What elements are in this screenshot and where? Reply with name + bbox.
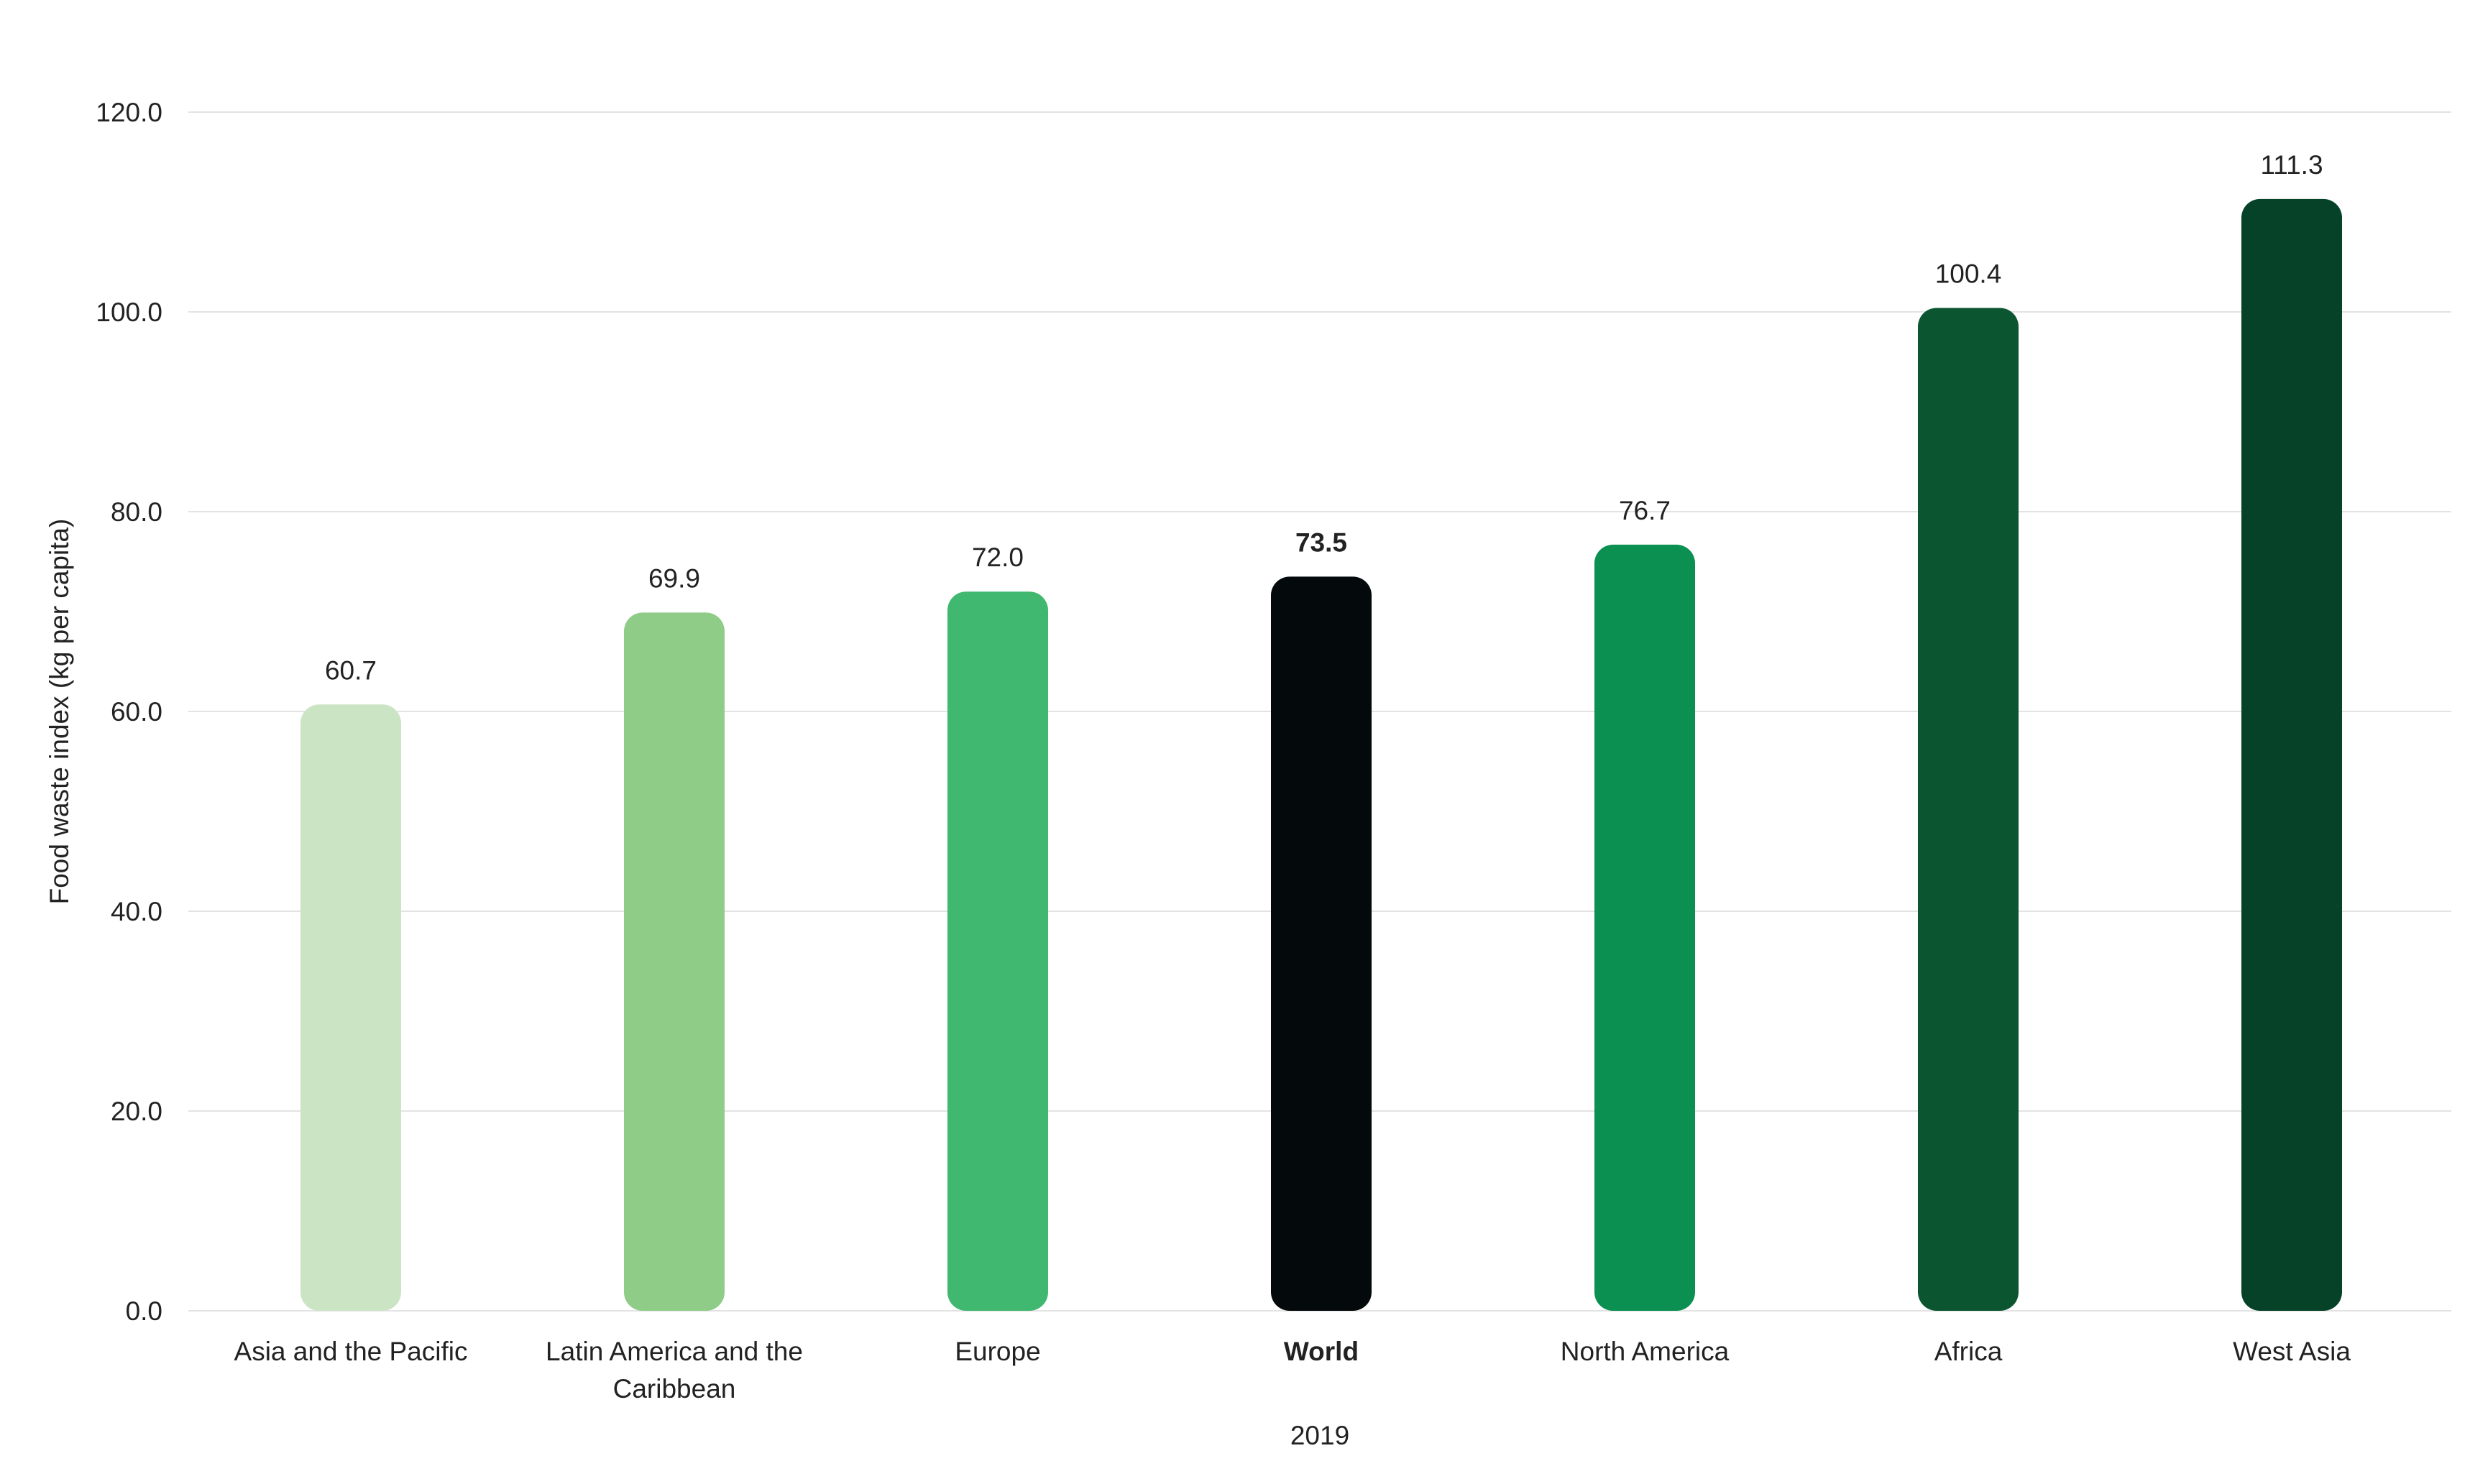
x-category-label: World (1284, 1337, 1359, 1366)
x-category-label: North America (1561, 1337, 1730, 1366)
x-category-label: Asia and the Pacific (234, 1337, 468, 1366)
x-category-label-line: World (1284, 1337, 1359, 1366)
bar (1271, 576, 1372, 1311)
y-tick-label: 100.0 (96, 298, 162, 327)
y-tick-label: 80.0 (111, 497, 162, 527)
y-tick-label: 120.0 (96, 98, 162, 127)
data-label: 111.3 (2260, 150, 2323, 180)
bar (1918, 308, 2019, 1312)
bar (300, 704, 401, 1311)
bar (947, 591, 1048, 1311)
x-category-label-line: Latin America and the (546, 1337, 803, 1366)
bar (1594, 544, 1695, 1311)
x-category-label: West Asia (2233, 1337, 2351, 1366)
data-label: 73.5 (1295, 527, 1347, 557)
bar (624, 612, 725, 1311)
data-label: 100.4 (1935, 259, 2002, 288)
x-axis-title: 2019 (1290, 1421, 1349, 1450)
x-category-label-line: Africa (1934, 1337, 2003, 1366)
x-axis-categories: Asia and the Pacific Latin America and th… (234, 1337, 2351, 1404)
data-label: 76.7 (1619, 496, 1671, 525)
data-label: 69.9 (648, 563, 700, 593)
x-category-label: Europe (955, 1337, 1040, 1366)
x-category-label-line: West Asia (2233, 1337, 2351, 1366)
x-category-label-line: Europe (955, 1337, 1040, 1366)
value-labels: 60.7 69.9 72.0 73.5 76.7 100.4 111.3 (325, 150, 2323, 685)
x-category-label-line: Asia and the Pacific (234, 1337, 468, 1366)
data-label: 72.0 (972, 543, 1024, 572)
y-axis-title: Food waste index (kg per capita) (45, 519, 74, 905)
y-tick-label: 0.0 (126, 1296, 162, 1326)
x-category-label: Latin America and the Caribbean (546, 1337, 803, 1404)
x-category-label: Africa (1934, 1337, 2003, 1366)
y-axis-ticks: 0.0 20.0 40.0 60.0 80.0 100.0 120.0 (96, 98, 162, 1326)
y-tick-label: 60.0 (111, 697, 162, 727)
data-label: 60.7 (325, 655, 377, 685)
y-tick-label: 20.0 (111, 1097, 162, 1126)
x-category-label-line: Caribbean (613, 1374, 736, 1404)
bar (2241, 198, 2342, 1312)
y-tick-label: 40.0 (111, 897, 162, 926)
bars (300, 198, 2342, 1312)
x-category-label-line: North America (1561, 1337, 1730, 1366)
